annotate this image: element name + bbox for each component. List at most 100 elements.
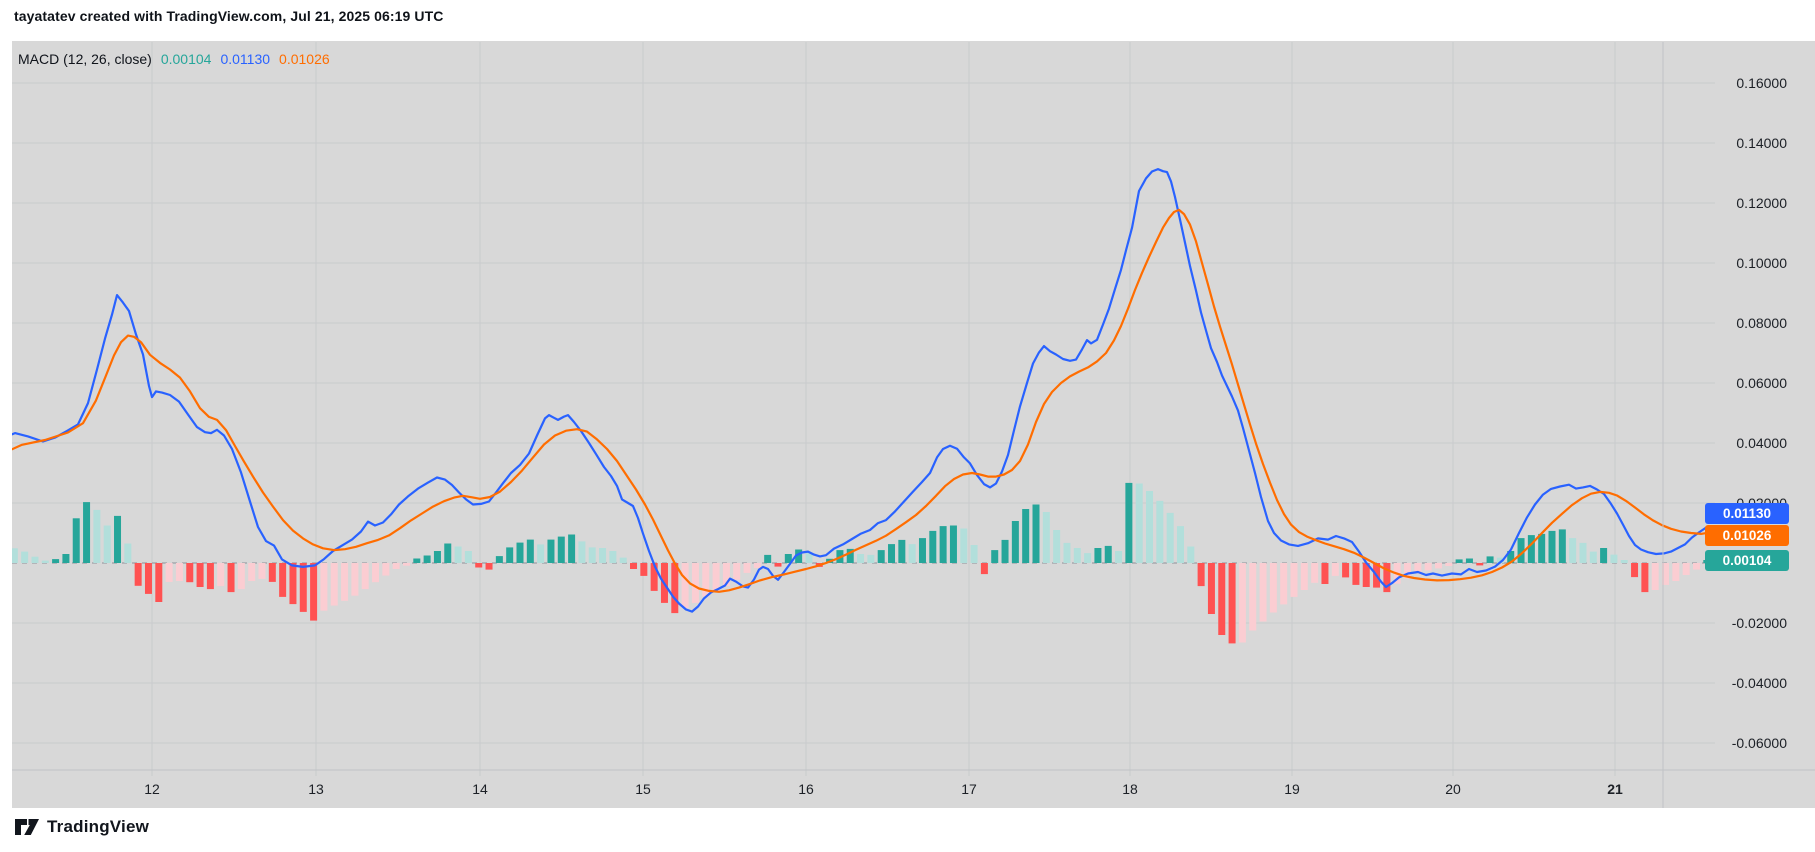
histogram-bar [991,550,999,563]
histogram-bar [454,546,462,563]
histogram-bar [1269,563,1277,613]
histogram-bar [361,563,369,590]
histogram-bar [1414,563,1422,574]
histogram-bar [175,563,183,581]
time-axis-label[interactable]: 12 [144,781,160,797]
time-axis-label[interactable]: 18 [1122,781,1138,797]
tradingview-logo[interactable]: TradingView [14,815,149,839]
time-axis-label[interactable]: 14 [472,781,488,797]
histogram-bar [124,543,132,563]
histogram-bar [1589,551,1597,563]
price-axis-label: -0.02000 [1731,615,1787,631]
histogram-bar [1084,553,1092,563]
histogram-bar [1280,563,1288,605]
histogram-bar [1125,482,1133,563]
histogram-bar [774,563,782,567]
histogram-bar [93,509,101,563]
histogram-bar [392,563,400,569]
histogram-bar [341,563,349,601]
histogram-bar [1476,563,1484,566]
histogram-bar [382,563,390,576]
price-axis-label: 0.12000 [1736,195,1787,211]
price-axis-label: -0.04000 [1731,675,1787,691]
histogram-bar [1507,551,1515,563]
histogram-bar [1641,563,1649,593]
histogram-bar [52,559,60,563]
time-axis-label[interactable]: 20 [1445,781,1461,797]
histogram-bar [650,563,658,591]
histogram-bar [1115,551,1123,563]
histogram-bar [1631,563,1639,578]
time-axis-label[interactable]: 21 [1607,781,1623,797]
time-axis-label[interactable]: 13 [308,781,324,797]
histogram-bar [155,563,163,602]
histogram-bar [609,551,617,563]
histogram-bar [1569,538,1577,563]
histogram-bar [1434,563,1442,569]
price-badge: 0.01130 [1705,503,1789,524]
histogram-bar [72,518,80,563]
histogram-bar [1228,563,1236,644]
histogram-bar [733,563,741,580]
indicator-title: MACD (12, 26, close) [18,51,152,67]
histogram-bar [227,563,235,593]
histogram-bar [1445,563,1453,566]
histogram-bar [1176,526,1184,563]
histogram-bar [1249,563,1257,631]
histogram-bar [753,563,761,569]
histogram-bar [423,555,431,563]
histogram-bar [12,548,18,563]
histogram-bar [279,563,287,597]
histogram-bar [1135,483,1143,563]
histogram-bar [41,560,49,563]
histogram-bar [1042,512,1050,563]
macd-histogram [12,168,1714,644]
macd-indicator-pane[interactable] [12,41,1815,808]
time-axis-label[interactable]: 19 [1284,781,1300,797]
time-axis-label[interactable]: 17 [961,781,977,797]
histogram-bar [939,526,947,563]
indicator-legend[interactable]: MACD (12, 26, close) 0.00104 0.01130 0.0… [18,51,330,67]
histogram-bar [196,563,204,587]
histogram-bar [1156,500,1164,563]
histogram-bar [1362,563,1370,587]
histogram-bar [712,563,720,592]
histogram-bar [506,547,514,563]
tradingview-logo-text: TradingView [47,817,150,836]
histogram-bar [1517,538,1525,563]
histogram-bar [537,544,545,563]
histogram-bar [299,563,307,612]
histogram-bar [578,541,586,563]
histogram-bar [1311,563,1319,583]
histogram-bar [1600,548,1608,563]
time-axis-label[interactable]: 15 [635,781,651,797]
histogram-bar [330,563,338,606]
histogram-bar [918,538,926,563]
histogram-bar [908,544,916,563]
histogram-bar [114,515,122,563]
price-axis-label: 0.06000 [1736,375,1787,391]
histogram-bar [1651,563,1659,590]
time-axis-label[interactable]: 16 [798,781,814,797]
indicator-name: MACD [18,51,60,67]
histogram-bar [21,551,29,563]
histogram-bar [1197,563,1205,587]
histogram-bar [1579,542,1587,563]
legend-value-histogram: 0.00104 [160,51,212,67]
histogram-bar [949,525,957,563]
histogram-bar [1496,557,1504,563]
histogram-bar [258,563,266,579]
histogram-bar [289,563,297,605]
indicator-params: (12, 26, close) [63,51,152,67]
histogram-bar [795,549,803,563]
histogram-bar [671,563,679,614]
histogram-bar [1538,533,1546,563]
histogram-bar [516,542,524,563]
histogram-bar [1548,530,1556,563]
histogram-bar [640,563,648,576]
histogram-bar [1465,558,1473,563]
tradingview-logo-icon [15,819,39,835]
histogram-bar [743,563,751,573]
